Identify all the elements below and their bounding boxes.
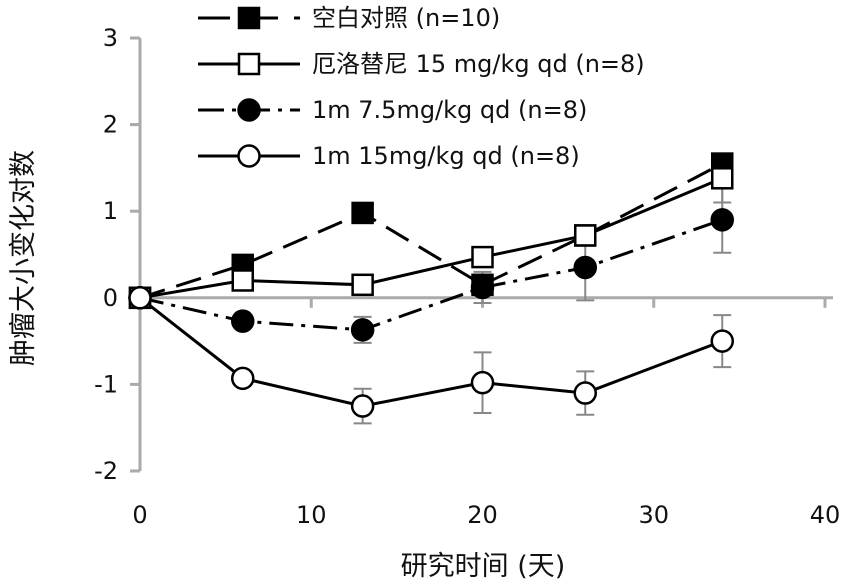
x-tick-label: 40 bbox=[810, 501, 841, 529]
data-point bbox=[351, 201, 374, 225]
error-bars bbox=[353, 153, 732, 425]
legend-label: 1m 15mg/kg qd (n=8) bbox=[312, 142, 580, 170]
x-axis-title: 研究时间 (天) bbox=[401, 551, 566, 582]
series-line-1 bbox=[139, 162, 723, 300]
legend-marker bbox=[237, 144, 261, 168]
x-tick-label: 0 bbox=[132, 501, 147, 529]
x-tick-label: 20 bbox=[467, 501, 498, 529]
y-tick-label: 0 bbox=[103, 284, 118, 312]
data-point bbox=[710, 208, 734, 232]
data-point bbox=[711, 167, 734, 190]
data-point bbox=[128, 286, 152, 310]
y-tick-label: -2 bbox=[94, 457, 118, 485]
series-line-3 bbox=[139, 218, 723, 332]
y-tick-label: 3 bbox=[103, 24, 118, 52]
data-point bbox=[470, 275, 495, 300]
legend: 空白对照 (n=10) 厄洛替尼 15 mg/kg qd (n=8) 1m 7.5m… bbox=[198, 4, 645, 170]
data-point bbox=[574, 224, 597, 247]
data-point bbox=[573, 381, 597, 405]
data-point bbox=[470, 370, 495, 395]
legend-item-3: 1m 7.5mg/kg qd (n=8) bbox=[198, 96, 587, 124]
series-lines bbox=[139, 162, 723, 408]
data-point bbox=[350, 318, 375, 342]
data-point bbox=[231, 366, 255, 391]
series-line-2 bbox=[139, 176, 723, 300]
x-tick-label: 30 bbox=[638, 501, 669, 529]
data-point bbox=[471, 245, 494, 269]
legend-item-1: 空白对照 (n=10) bbox=[198, 4, 500, 32]
legend-label: 厄洛替尼 15 mg/kg qd (n=8) bbox=[312, 50, 645, 78]
y-tick-label: -1 bbox=[94, 370, 118, 398]
y-tick-label: 2 bbox=[103, 111, 118, 139]
data-point bbox=[350, 394, 375, 418]
data-point bbox=[351, 273, 374, 297]
x-tick-label: 10 bbox=[296, 501, 327, 529]
data-point bbox=[573, 255, 597, 280]
y-tick-label: 1 bbox=[103, 197, 118, 225]
legend-item-4: 1m 15mg/kg qd (n=8) bbox=[198, 142, 580, 170]
legend-label: 1m 7.5mg/kg qd (n=8) bbox=[312, 96, 587, 124]
legend-marker bbox=[237, 6, 261, 30]
legend-label: 空白对照 (n=10) bbox=[312, 4, 500, 32]
legend-item-2: 厄洛替尼 15 mg/kg qd (n=8) bbox=[198, 50, 645, 78]
data-point bbox=[231, 309, 255, 333]
y-axis-title: 肿瘤大小变化对数 bbox=[8, 150, 39, 366]
series-line-4 bbox=[139, 296, 723, 408]
legend-marker bbox=[237, 98, 261, 122]
data-point bbox=[231, 269, 254, 292]
series-markers bbox=[128, 152, 734, 418]
legend-marker bbox=[237, 52, 261, 76]
data-point bbox=[710, 329, 734, 353]
